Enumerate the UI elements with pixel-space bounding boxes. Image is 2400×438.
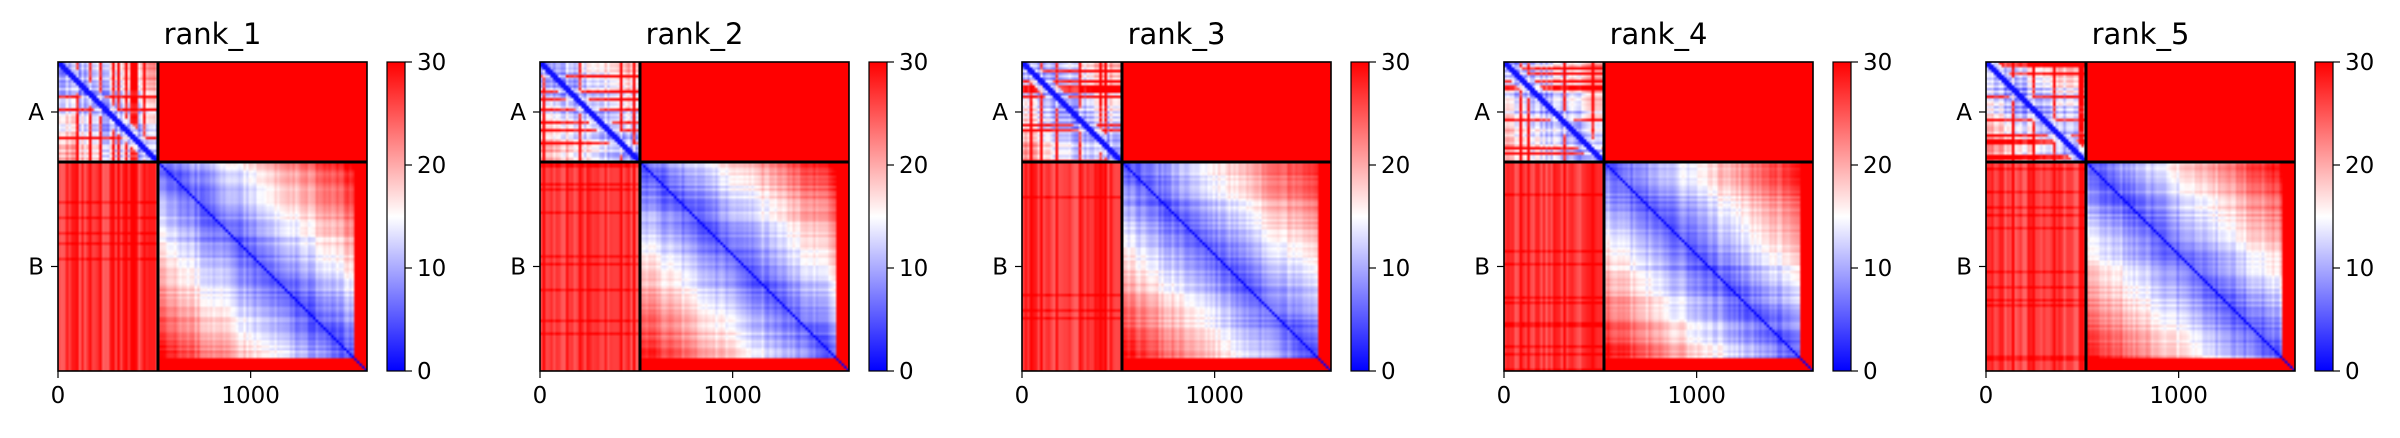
colorbar-tick-label: 10 [899,256,928,282]
colorbar-tick-label: 20 [899,153,928,179]
panel-4: rank_4 A B 0 1000 0 10 20 30 [1474,17,1892,409]
x-tick-label: 0 [1497,383,1512,409]
y-tick-label: B [1956,254,1972,280]
colorbar-tick-label: 0 [417,359,432,385]
colorbar-tick-label: 20 [2345,153,2374,179]
axes-frame [57,61,368,372]
y-tick-label: B [510,254,526,280]
colorbar-tick-label: 20 [1863,153,1892,179]
colorbar-tick-label: 0 [1863,359,1878,385]
panel-title: rank_5 [2092,17,2190,51]
axes-frame [1985,61,2296,372]
colorbar-tick-label: 20 [417,153,446,179]
colorbar [2314,61,2334,372]
colorbar-tick-label: 30 [417,50,446,76]
axes-frame [1503,61,1814,372]
colorbar-tick-label: 10 [417,256,446,282]
x-tick-label: 1000 [221,383,280,409]
y-tick-label: A [1474,100,1490,126]
colorbar-tick-label: 0 [899,359,914,385]
colorbar-tick-label: 30 [899,50,928,76]
panel-2: rank_2 A B 0 1000 0 10 20 30 [510,17,928,409]
heatmap-image [1986,62,2295,371]
x-tick-label: 1000 [1667,383,1726,409]
y-tick-label: A [28,100,44,126]
y-tick-label: B [992,254,1008,280]
y-tick-label: A [992,100,1008,126]
colorbar-tick-label: 30 [2345,50,2374,76]
x-tick-label: 0 [533,383,548,409]
colorbar-tick-label: 10 [2345,256,2374,282]
y-tick-label: B [28,254,44,280]
colorbar-tick-label: 30 [1381,50,1410,76]
axes-frame [1021,61,1332,372]
colorbar [1832,61,1852,372]
heatmap-image [540,62,849,371]
x-tick-label: 1000 [1185,383,1244,409]
heatmap-image [1022,62,1331,371]
colorbar [1350,61,1370,372]
heatmap-image [58,62,367,371]
colorbar-tick-label: 20 [1381,153,1410,179]
colorbar-tick-label: 0 [2345,359,2360,385]
x-tick-label: 1000 [2149,383,2208,409]
y-tick-label: B [1474,254,1490,280]
colorbar-tick-label: 10 [1381,256,1410,282]
panel-title: rank_3 [1128,17,1226,51]
colorbar-tick-label: 10 [1863,256,1892,282]
x-tick-label: 0 [1979,383,1994,409]
colorbar [386,61,406,372]
panel-title: rank_2 [646,17,744,51]
x-tick-label: 0 [51,383,66,409]
panel-title: rank_1 [164,17,262,51]
y-tick-label: A [510,100,526,126]
colorbar-tick-label: 30 [1863,50,1892,76]
panel-3: rank_3 A B 0 1000 0 10 20 30 [992,17,1410,409]
colorbar-tick-label: 0 [1381,359,1396,385]
panel-title: rank_4 [1610,17,1708,51]
y-tick-label: A [1956,100,1972,126]
panel-1: rank_1 A B 0 1000 0 10 20 30 [28,17,446,409]
x-tick-label: 1000 [703,383,762,409]
heatmap-image [1504,62,1813,371]
axes-frame [539,61,850,372]
x-tick-label: 0 [1015,383,1030,409]
panel-5: rank_5 A B 0 1000 0 10 20 30 [1956,17,2374,409]
colorbar [868,61,888,372]
